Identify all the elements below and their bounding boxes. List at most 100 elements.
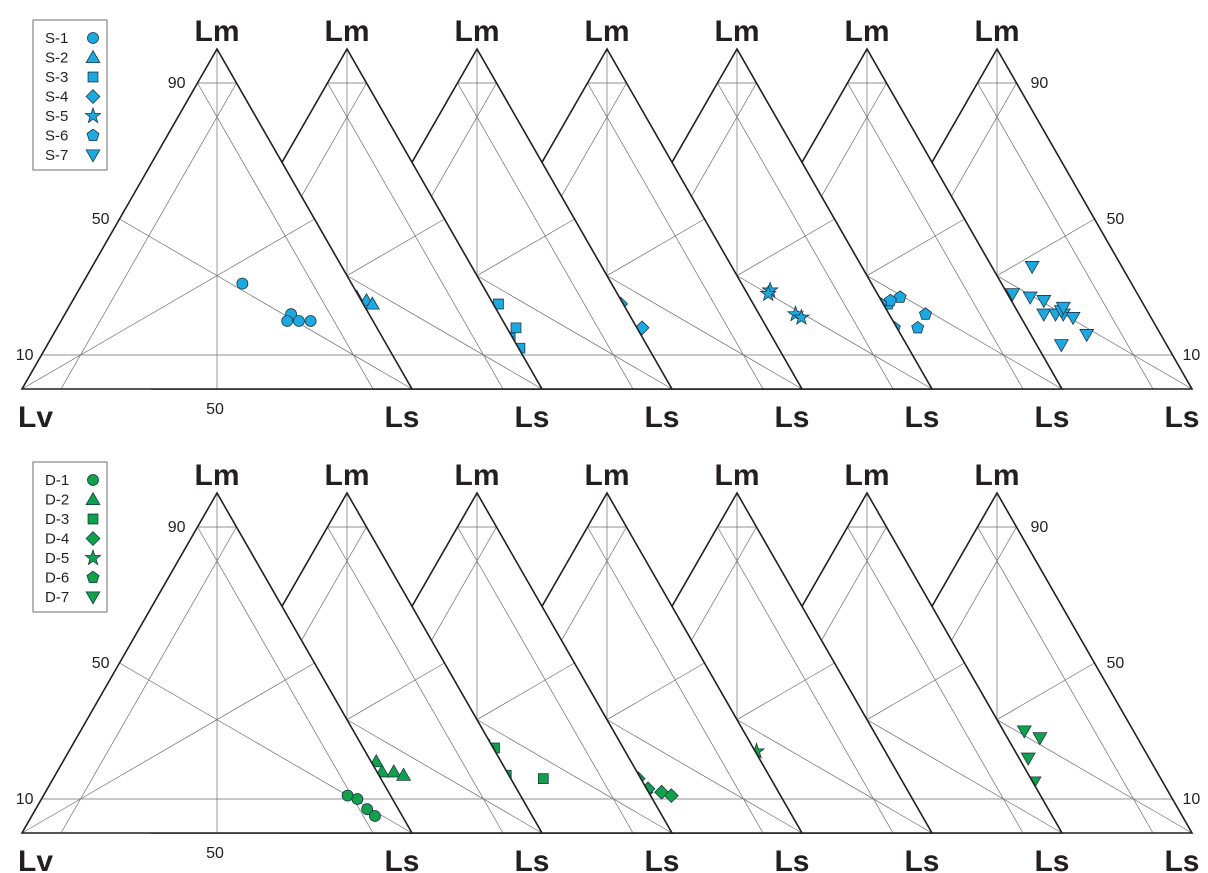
data-point-d-7-3 (1020, 752, 1036, 766)
legend-marker-d-1 (87, 474, 99, 486)
apex-label-ls: Ls (514, 845, 549, 873)
grid-line-lv-10 (847, 526, 1024, 834)
data-point-s-5-4 (792, 308, 811, 326)
grid-line-lv-10 (327, 82, 504, 390)
tick-label-50-left: 50 (92, 655, 110, 672)
triangle-outline (20, 47, 414, 390)
data-point-s-6-5 (893, 290, 907, 303)
data-point-d-1-3 (361, 803, 374, 816)
apex-label-lv: Lv (18, 845, 53, 873)
apex-label-lm: Lm (325, 15, 370, 48)
legend-label-d-7: D-7 (45, 589, 69, 606)
legend-marker-d-2 (85, 491, 101, 506)
legend-marker-s-7 (85, 149, 101, 163)
legend-marker-s-2 (85, 49, 101, 64)
grid-line-ls-10 (60, 82, 237, 390)
median-line-lv (21, 218, 315, 390)
data-point-s-7-1 (1024, 261, 1040, 275)
apex-label-lm: Lm (845, 459, 890, 492)
apex-label-lm: Lm (975, 15, 1020, 48)
legend-marker-d-3 (87, 513, 99, 525)
grid-line-ls-10 (60, 526, 237, 834)
apex-label-lm: Lm (195, 459, 240, 492)
tick-label-10-left: 10 (16, 347, 34, 364)
legend-marker-d-6 (86, 570, 100, 584)
grid-line-lv-10 (197, 526, 374, 834)
apex-label-lm: Lm (845, 15, 890, 48)
grid-line-lv-10 (587, 82, 764, 390)
lower-legend: D-1 D-2 D-3 D-4 D-5 D-6 D-7 (32, 461, 108, 613)
apex-label-lm: Lm (455, 15, 500, 48)
median-line-lv (21, 662, 315, 834)
legend-marker-d-5 (84, 548, 102, 566)
data-point-s-7-3 (1005, 288, 1021, 302)
apex-label-lm: Lm (715, 459, 760, 492)
tick-label-50-bottom: 50 (206, 401, 224, 418)
apex-label-ls: Ls (384, 845, 419, 873)
grid-line-lv-10 (847, 82, 1024, 390)
data-point-s-1-3 (281, 315, 294, 327)
upper-legend: S-1 S-2 S-3 S-4 S-5 S-6 S-7 (32, 19, 108, 171)
legend-label-d-5: D-5 (45, 550, 69, 567)
data-point-s-7-12 (1079, 329, 1095, 343)
median-line-ls (119, 662, 413, 834)
tick-label-50-left: 50 (92, 211, 110, 228)
grid-line-lv-10 (717, 82, 894, 390)
legend-marker-s-3 (87, 71, 99, 83)
grid-line-lv-10 (717, 526, 894, 834)
legends: S-1S-2S-3S-4S-5S-6S-7D-1D-2D-3D-4D-5D-6D… (32, 19, 108, 613)
apex-label-ls: Ls (904, 845, 939, 873)
apex-label-ls: Ls (1164, 401, 1199, 434)
grid-line-lv-10 (977, 526, 1154, 834)
legend-label-d-1: D-1 (45, 472, 69, 489)
legend-marker-s-5 (84, 106, 102, 124)
grid-line-lv-10 (457, 526, 634, 834)
apex-label-ls: Ls (1164, 845, 1199, 873)
legend-label-d-4: D-4 (45, 531, 69, 548)
legend-label-s-1: S-1 (45, 30, 68, 47)
data-point-d-3-11 (537, 773, 549, 784)
ternary-panel-d-1: Lm Ls (20, 459, 420, 873)
legend-label-s-4: S-4 (45, 89, 68, 106)
data-point-s-3-10 (510, 322, 522, 334)
median-line-ls (119, 218, 413, 390)
tick-label-10-right: 10 (1183, 791, 1201, 808)
tick-label-10-right: 10 (1183, 347, 1201, 364)
apex-label-lm: Lm (585, 15, 630, 48)
tick-label-90-right: 90 (1031, 75, 1049, 92)
data-point-d-7-2 (1032, 732, 1048, 746)
data-point-d-1-1 (341, 789, 354, 802)
apex-label-ls: Ls (384, 401, 419, 434)
legend-label-s-5: S-5 (45, 108, 68, 125)
tick-label-10-left: 10 (16, 791, 34, 808)
grid-line-lv-10 (587, 526, 764, 834)
apex-label-lm: Lm (195, 15, 240, 48)
legend-label-s-7: S-7 (45, 147, 68, 164)
grid-line-lv-10 (457, 82, 634, 390)
data-point-s-1-1 (236, 277, 249, 290)
data-point-s-7-13 (1053, 339, 1069, 353)
apex-label-ls: Ls (514, 401, 549, 434)
legend-marker-d-7 (85, 591, 101, 605)
apex-label-ls: Ls (774, 845, 809, 873)
apex-label-ls: Ls (1034, 401, 1069, 434)
data-point-s-7-6 (1036, 308, 1052, 322)
apex-label-lm: Lm (455, 459, 500, 492)
data-point-d-2-9 (395, 767, 412, 781)
tick-label-50-right: 50 (1107, 655, 1125, 672)
apex-label-lv: Lv (18, 401, 53, 434)
legend-label-d-3: D-3 (45, 511, 69, 528)
tick-label-90-left: 90 (168, 519, 186, 536)
data-point-s-6-12 (883, 293, 897, 307)
lower-ternary-row: Lm Ls Lm Ls Lm Ls Lm Ls Lm Ls Lm Ls Lm Ls Lv 90 50 10 50 90… (16, 459, 1201, 873)
grid-line-lv-10 (977, 82, 1154, 390)
upper-ternary-row: Lm Ls Lm Ls Lm Ls Lm Ls Lm Ls Lm Ls Lm Ls Lv 90 50 10 50 90… (16, 15, 1201, 434)
data-point-s-7-10 (1055, 301, 1071, 316)
grid-line-lv-10 (197, 82, 374, 390)
apex-label-ls: Ls (644, 845, 679, 873)
ternary-panel-s-1: Lm Ls (20, 15, 420, 434)
data-point-d-7-1 (1016, 725, 1032, 739)
data-point-s-6-10 (919, 307, 932, 320)
legend-label-s-3: S-3 (45, 69, 68, 86)
